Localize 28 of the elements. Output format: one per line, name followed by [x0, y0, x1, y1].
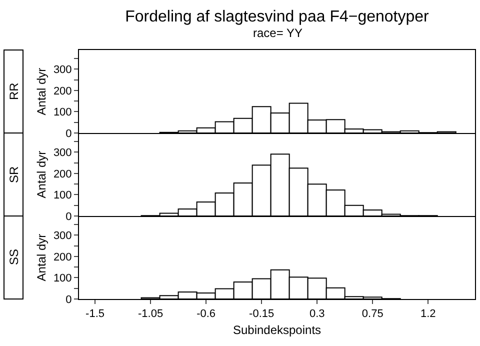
- x-tick-label: -0.15: [249, 308, 274, 320]
- y-tick-label: 300: [53, 230, 72, 242]
- y-tick-label: 300: [53, 64, 72, 76]
- y-axis-title: Antal dyr: [34, 234, 49, 282]
- text: RR: [7, 82, 21, 100]
- y-axis-title: Antal dyr: [34, 68, 49, 116]
- y-tick-label: 300: [53, 147, 72, 159]
- y-tick-label: 200: [53, 85, 72, 98]
- x-tick-label: -1.05: [138, 308, 164, 320]
- y-tick-label: 0: [66, 128, 72, 140]
- x-tick-label: 0.3: [309, 308, 325, 320]
- y-tick-label: 100: [53, 190, 72, 202]
- text: SR: [7, 166, 21, 183]
- x-tick-label: -0.6: [196, 308, 216, 320]
- y-tick-label: 200: [53, 251, 72, 264]
- x-tick-label: 1.2: [420, 308, 436, 320]
- x-axis-title: Subindekspoints: [232, 323, 322, 338]
- y-tick-label: 0: [66, 210, 72, 223]
- y-tick-label: 0: [66, 294, 72, 306]
- chart-title: Fordeling af slagtesvind paa F4−genotyper: [125, 8, 430, 26]
- text: SS: [7, 248, 21, 265]
- x-tick-label: -1.5: [86, 308, 105, 320]
- y-tick-label: 100: [53, 272, 72, 285]
- chart-subtitle: race= YY: [253, 26, 302, 40]
- y-axis-title: Antal dyr: [34, 150, 49, 198]
- y-tick-label: 100: [53, 106, 72, 119]
- y-tick-label: 200: [53, 168, 72, 180]
- x-tick-label: 0.75: [362, 308, 384, 320]
